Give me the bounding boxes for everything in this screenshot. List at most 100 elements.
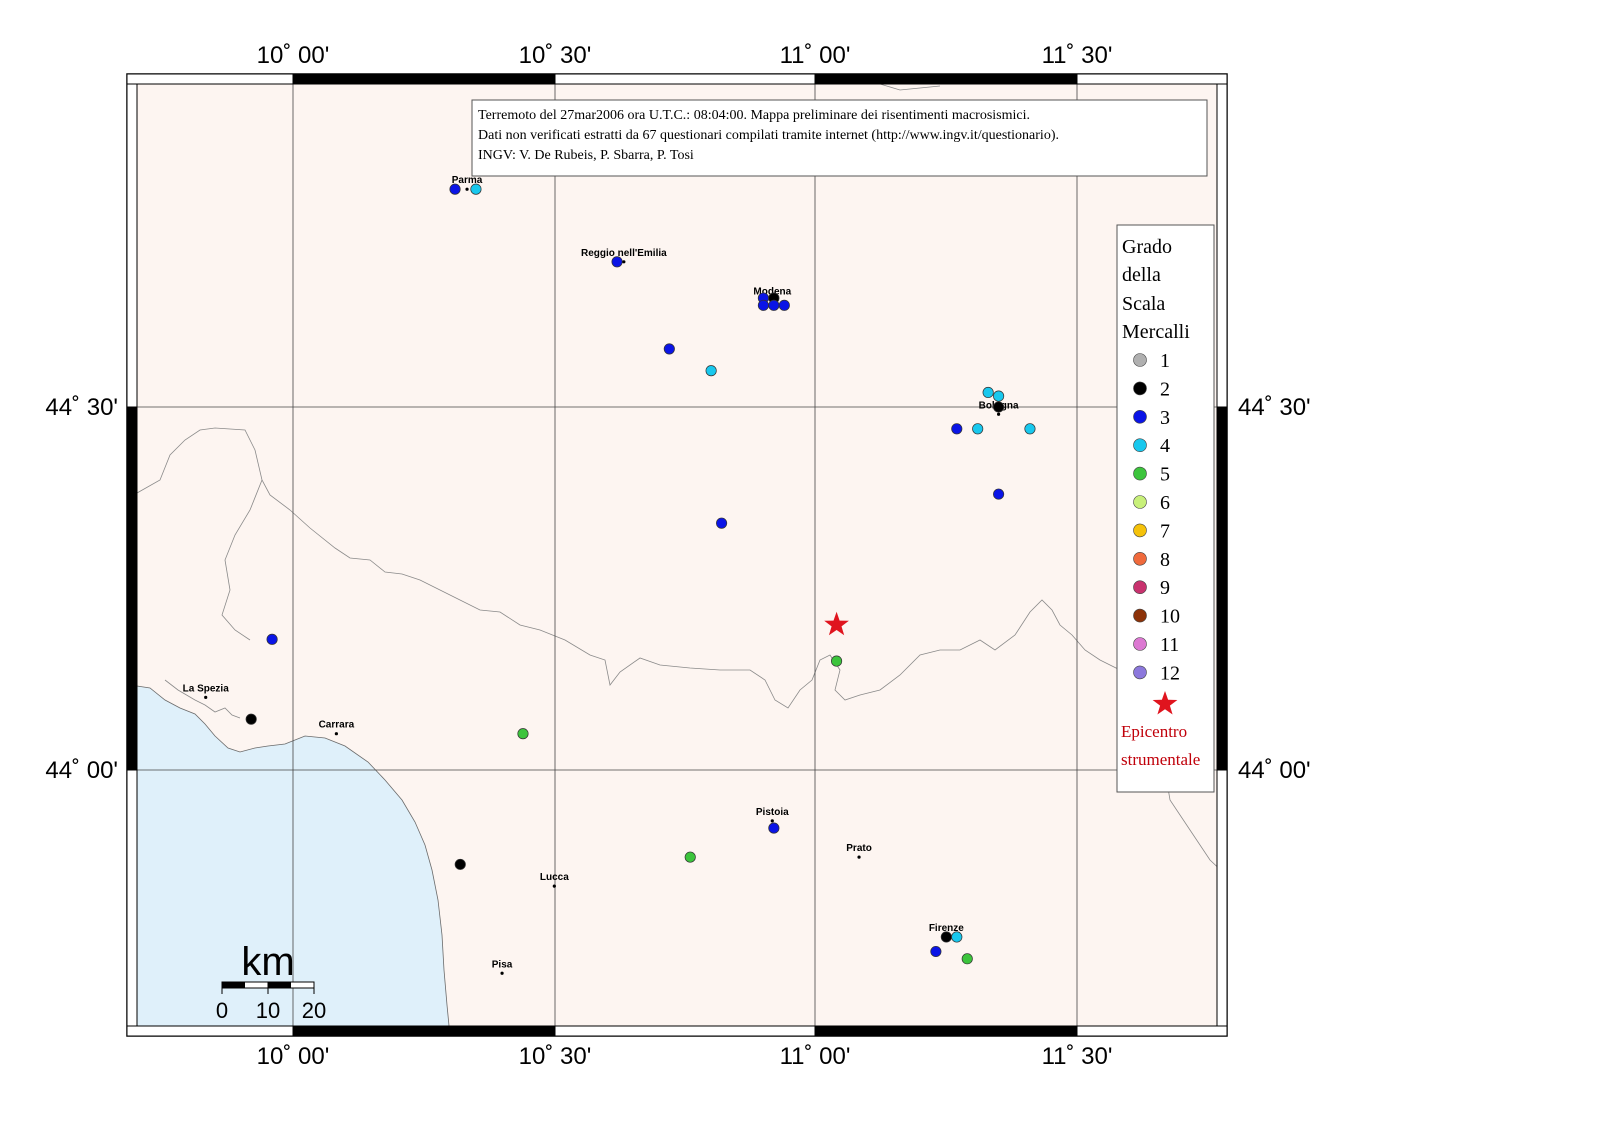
- city-marker-carrara: [334, 732, 338, 736]
- observation-point-mcs-3: [768, 822, 780, 834]
- city-label-firenze: Firenze: [929, 923, 964, 934]
- legend-swatch-2: [1133, 381, 1147, 396]
- legend-label-1: 1: [1160, 350, 1170, 372]
- legend-label-12: 12: [1160, 662, 1180, 684]
- info-line-3: INGV: V. De Rubeis, P. Sbarra, P. Tosi: [478, 148, 694, 163]
- city-label-la-spezia: La Spezia: [183, 683, 230, 694]
- observations-layer: [245, 183, 1036, 965]
- legend-swatch-5: [1133, 466, 1147, 481]
- legend-label-2: 2: [1160, 378, 1170, 400]
- city-marker-pisa: [500, 971, 504, 975]
- legend-title-2: della: [1122, 264, 1161, 286]
- lon-label-bottom-4: 11˚ 30': [1042, 1043, 1113, 1070]
- legend-swatch-6: [1133, 495, 1147, 509]
- scale-tick-0: 0: [216, 998, 228, 1023]
- info-line-2: Dati non verificati estratti da 67 quest…: [478, 128, 1059, 143]
- observation-point-mcs-3: [449, 183, 461, 195]
- legend-swatch-11: [1133, 637, 1147, 651]
- scale-unit: km: [241, 940, 294, 984]
- observation-point-mcs-4: [972, 423, 984, 435]
- legend-swatch-10: [1133, 608, 1147, 623]
- city-marker-parma: [465, 187, 469, 191]
- legend-swatch-3: [1133, 409, 1147, 424]
- info-box: Terremoto del 27mar2006 ora U.T.C.: 08:0…: [471, 99, 1208, 177]
- legend-epicenter-star: [1152, 691, 1178, 715]
- city-marker-prato: [857, 855, 861, 859]
- legend-swatch-9: [1133, 580, 1147, 595]
- lon-label-top-2: 10˚ 30': [519, 42, 592, 69]
- legend-title-4: Mercalli: [1122, 321, 1190, 343]
- city-label-prato: Prato: [846, 843, 872, 854]
- lon-label-top-4: 11˚ 30': [1042, 42, 1113, 69]
- legend: Grado della Scala Mercalli 1234567891011…: [1116, 224, 1215, 793]
- epicenter-star: [824, 611, 849, 636]
- lon-label-bottom-2: 10˚ 30': [519, 1043, 592, 1070]
- legend-label-9: 9: [1160, 577, 1170, 599]
- observation-point-mcs-3: [663, 343, 675, 355]
- city-label-lucca: Lucca: [540, 872, 569, 883]
- lon-label-bottom-3: 11˚ 00': [780, 1043, 851, 1070]
- legend-swatch-7: [1133, 523, 1147, 538]
- city-label-reggio-nell-emilia: Reggio nell'Emilia: [581, 248, 667, 259]
- observation-point-mcs-3: [930, 945, 942, 958]
- lon-label-bottom-1: 10˚ 00': [257, 1043, 330, 1070]
- observation-point-mcs-4: [982, 386, 994, 399]
- observation-point-mcs-3: [716, 517, 728, 529]
- observation-point-mcs-3: [768, 299, 780, 311]
- observation-point-mcs-3: [611, 256, 623, 268]
- legend-epicenter-label-2: strumentale: [1121, 750, 1200, 769]
- latitude-labels: 44˚ 30' 44˚ 00' 44˚ 30' 44˚ 00': [45, 394, 1310, 784]
- observation-point-mcs-5: [961, 953, 973, 965]
- legend-label-6: 6: [1160, 492, 1170, 514]
- city-label-pisa: Pisa: [492, 959, 513, 970]
- observation-point-mcs-5: [517, 728, 529, 740]
- city-marker-reggio-nell-emilia: [622, 260, 626, 264]
- legend-swatch-12: [1133, 665, 1147, 680]
- city-label-carrara: Carrara: [319, 720, 355, 731]
- observation-point-mcs-2: [245, 713, 257, 725]
- observation-point-mcs-5: [831, 655, 843, 667]
- city-marker-la-spezia: [204, 695, 208, 700]
- city-label-pistoia: Pistoia: [756, 807, 789, 818]
- sea-area: [136, 685, 451, 1037]
- observation-point-mcs-2: [454, 858, 466, 870]
- lat-label-right-2: 44˚ 00': [1238, 757, 1311, 784]
- legend-swatch-1: [1133, 353, 1147, 367]
- legend-title-3: Scala: [1122, 293, 1165, 315]
- scale-tick-10: 10: [256, 998, 280, 1023]
- city-marker-bologna: [997, 412, 1001, 416]
- observation-point-mcs-4: [1024, 423, 1036, 435]
- observation-point-mcs-3: [951, 423, 963, 435]
- graticule: [137, 84, 1227, 1036]
- lon-label-top-3: 11˚ 00': [780, 42, 851, 69]
- epicenter-layer: [824, 611, 849, 636]
- observation-point-mcs-3: [757, 299, 769, 311]
- lat-label-left-2: 44˚ 00': [45, 757, 118, 784]
- observation-point-mcs-2: [940, 931, 952, 943]
- legend-label-4: 4: [1160, 435, 1170, 457]
- legend-label-3: 3: [1160, 407, 1170, 429]
- info-line-1: Terremoto del 27mar2006 ora U.T.C.: 08:0…: [478, 108, 1030, 123]
- observation-point-mcs-3: [778, 299, 790, 311]
- observation-point-mcs-5: [684, 851, 696, 863]
- observation-point-mcs-4: [470, 183, 482, 195]
- observation-point-mcs-2: [993, 401, 1005, 413]
- legend-label-10: 10: [1160, 606, 1180, 628]
- observation-point-mcs-4: [993, 390, 1005, 402]
- city-label-modena: Modena: [753, 286, 791, 297]
- observation-point-mcs-4: [951, 931, 963, 943]
- lon-label-top-1: 10˚ 00': [257, 42, 330, 69]
- scale-tick-20: 20: [302, 998, 326, 1023]
- legend-swatch-4: [1133, 438, 1147, 453]
- longitude-labels: 10˚ 00' 10˚ 30' 11˚ 00' 11˚ 30' 10˚ 00' …: [257, 42, 1113, 1070]
- legend-label-11: 11: [1160, 634, 1179, 656]
- city-label-parma: Parma: [452, 175, 483, 186]
- legend-label-8: 8: [1160, 549, 1170, 571]
- lat-label-right-1: 44˚ 30': [1238, 394, 1311, 421]
- observation-point-mcs-4: [705, 365, 717, 377]
- scale-bar: km 0 10 20: [216, 940, 326, 1023]
- city-marker-lucca: [552, 884, 556, 888]
- city-marker-pistoia: [770, 819, 774, 823]
